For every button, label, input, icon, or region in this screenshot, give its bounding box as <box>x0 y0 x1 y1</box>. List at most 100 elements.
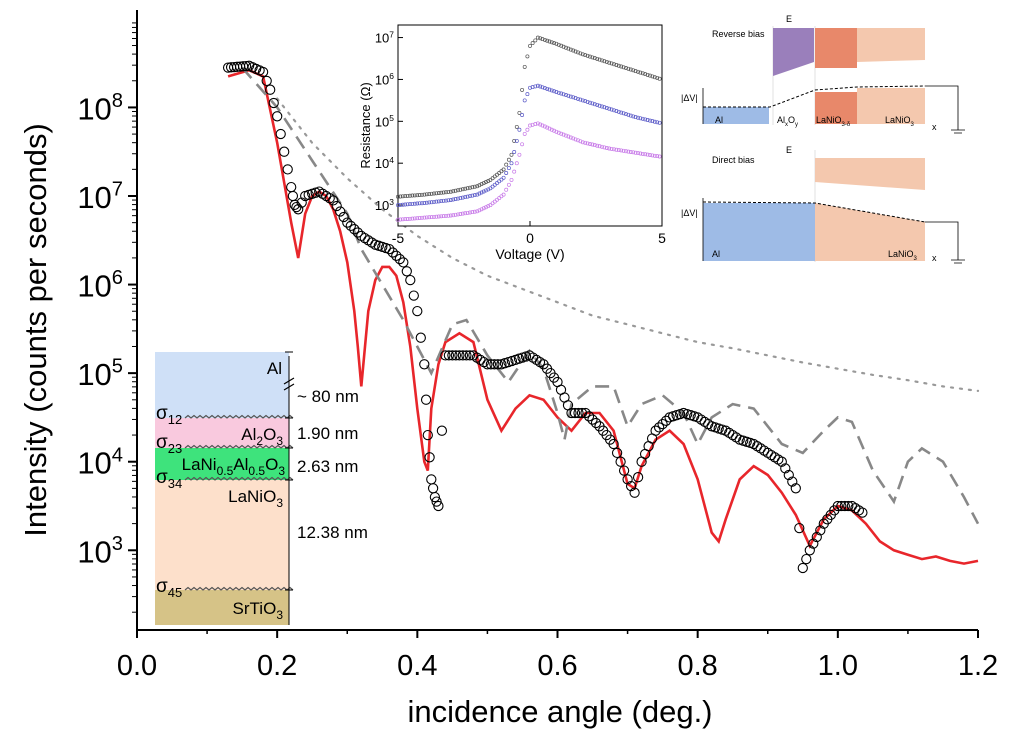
inset-point <box>573 49 578 54</box>
inset-point <box>645 72 650 77</box>
data-point <box>391 250 402 261</box>
inset-point <box>621 65 626 70</box>
inset-point <box>597 103 602 108</box>
data-point <box>622 474 633 485</box>
inset-y-tick-label: 106 <box>375 71 394 87</box>
reverse-x-label: x <box>932 122 937 132</box>
inset-point <box>657 154 662 159</box>
x-tick-label: 0.8 <box>678 650 718 682</box>
inset-point <box>506 182 511 187</box>
inset-point <box>638 151 643 156</box>
data-point <box>657 418 668 430</box>
inset-point <box>657 120 662 125</box>
inset-point <box>648 153 652 157</box>
inset-point <box>422 192 427 197</box>
ground-reverse <box>951 129 965 134</box>
inset-point <box>486 187 491 192</box>
inset-point <box>616 63 621 68</box>
inset-point <box>609 107 614 112</box>
inset-point <box>427 192 432 197</box>
inset-point <box>614 109 619 113</box>
inset-point <box>486 179 491 183</box>
data-point <box>808 538 819 549</box>
direct-dv-label: |ΔV| <box>681 208 698 218</box>
y-tick-label: 107 <box>77 179 123 215</box>
inset-point <box>640 71 645 76</box>
inset-point <box>652 153 657 158</box>
inset-point <box>451 213 456 218</box>
inset-point <box>446 213 451 218</box>
data-point <box>780 463 791 474</box>
inset-point <box>602 145 607 150</box>
data-point <box>349 224 360 235</box>
inset-point <box>628 113 633 118</box>
inset-point <box>571 48 576 53</box>
inset-series <box>396 35 662 199</box>
inset-point <box>463 211 468 216</box>
inset-point <box>545 38 550 43</box>
inset-point <box>522 64 527 69</box>
data-point <box>804 545 815 556</box>
data-point <box>240 60 252 72</box>
inset-point <box>453 212 458 217</box>
inset-point <box>506 166 511 171</box>
inset-point <box>542 37 547 42</box>
inset-point <box>600 104 604 109</box>
inset-point <box>533 38 538 43</box>
inset-point <box>583 53 588 58</box>
fermi-level-direct <box>702 201 926 223</box>
inset-point <box>614 63 619 67</box>
inset-point <box>604 59 609 64</box>
data-point <box>776 456 787 467</box>
data-point <box>611 447 623 459</box>
inset-y-label: Resistance (Ω) <box>358 82 373 168</box>
inset-point <box>578 51 583 56</box>
data-point <box>731 432 742 443</box>
direct-layer-al: Al <box>712 249 720 259</box>
layer-label-lanialo: LaNi0.5Al0.5O3 <box>182 455 286 478</box>
lanio3-band-bottom <box>857 88 925 124</box>
layer-2 <box>155 418 289 448</box>
inset-point <box>607 146 612 151</box>
inset-point <box>535 35 540 40</box>
inset-point <box>448 189 453 194</box>
inset-point <box>417 193 422 197</box>
inset-point <box>400 194 405 199</box>
inset-point <box>408 202 412 207</box>
reverse-layer-lanio3: LaNiO3 <box>885 115 915 128</box>
inset-point <box>638 116 643 121</box>
inset-point <box>564 45 568 50</box>
inset-point <box>633 69 638 74</box>
inset-point <box>472 184 477 189</box>
inset-point <box>458 196 463 201</box>
inset-point <box>576 96 580 101</box>
data-point <box>576 407 588 419</box>
inset-point <box>410 216 415 221</box>
inset-point <box>604 106 609 110</box>
data-point <box>608 438 619 450</box>
series-dashed-line <box>241 66 980 525</box>
inset-point <box>465 194 470 199</box>
inset-point <box>501 192 506 197</box>
inset-point <box>588 54 592 59</box>
inset-point <box>595 56 600 61</box>
inset-point <box>583 140 588 145</box>
inset-point <box>643 152 648 157</box>
inset-point <box>436 191 441 195</box>
inset-point <box>460 195 465 200</box>
inset-point <box>561 132 566 137</box>
data-point <box>420 394 432 405</box>
inset-point <box>624 149 628 154</box>
data-point <box>450 350 462 361</box>
inset-point <box>465 186 470 191</box>
inset-point <box>477 191 482 196</box>
inset-point <box>547 39 552 44</box>
data-point <box>573 407 584 419</box>
data-point <box>618 465 630 476</box>
inset-point <box>549 40 554 45</box>
inset-series <box>396 83 662 208</box>
reverse-dv-label: |ΔV| <box>681 93 698 103</box>
inset-point <box>436 199 441 204</box>
inset-point <box>590 101 595 106</box>
data-point <box>282 164 293 175</box>
